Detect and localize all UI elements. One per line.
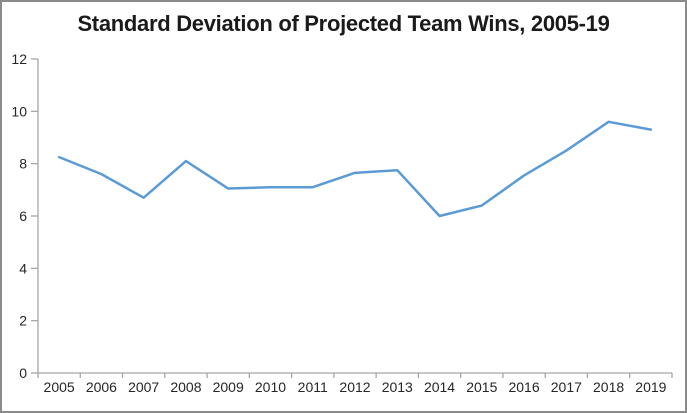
x-tick-label: 2010 [255,379,286,395]
x-tick-label: 2007 [128,379,159,395]
x-tick-label: 2005 [44,379,75,395]
x-tick-label: 2012 [339,379,370,395]
x-tick-label: 2015 [466,379,497,395]
x-tick-label: 2019 [635,379,666,395]
chart-title: Standard Deviation of Projected Team Win… [77,11,610,36]
x-tick-label: 2006 [86,379,117,395]
y-tick-label: 8 [19,156,27,172]
y-tick-label: 2 [19,313,27,329]
x-tick-label: 2014 [424,379,455,395]
y-tick-label: 0 [19,365,27,381]
y-tick-label: 4 [19,260,27,276]
x-tick-label: 2017 [551,379,582,395]
x-tick-label: 2013 [382,379,413,395]
y-tick-label: 12 [11,51,27,67]
x-tick-label: 2009 [213,379,244,395]
y-tick-label: 10 [11,103,27,119]
x-tick-label: 2008 [170,379,201,395]
x-tick-label: 2011 [298,379,328,395]
y-tick-label: 6 [19,208,27,224]
x-tick-label: 2016 [508,379,539,395]
x-tick-label: 2018 [593,379,624,395]
data-line-series [57,120,653,218]
